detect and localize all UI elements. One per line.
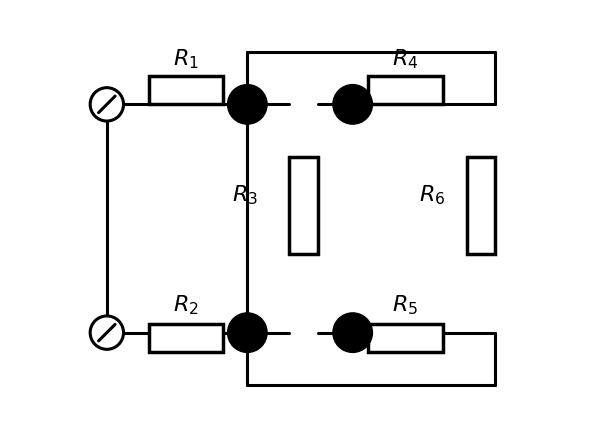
Circle shape (333, 85, 373, 125)
Bar (368, 77, 443, 105)
Text: $R_2$: $R_2$ (173, 293, 199, 316)
Text: $R_1$: $R_1$ (173, 47, 199, 71)
Text: $R_6$: $R_6$ (419, 183, 445, 207)
Bar (289, 158, 317, 254)
Bar (368, 324, 443, 353)
Circle shape (333, 313, 373, 353)
Bar (467, 158, 496, 254)
Circle shape (90, 88, 124, 122)
Bar (149, 324, 223, 353)
Text: $R_4$: $R_4$ (392, 47, 419, 71)
Circle shape (227, 85, 267, 125)
Text: $R_5$: $R_5$ (392, 293, 418, 316)
Bar (149, 77, 223, 105)
Circle shape (90, 316, 124, 350)
Text: $R_3$: $R_3$ (232, 183, 258, 207)
Circle shape (227, 313, 267, 353)
